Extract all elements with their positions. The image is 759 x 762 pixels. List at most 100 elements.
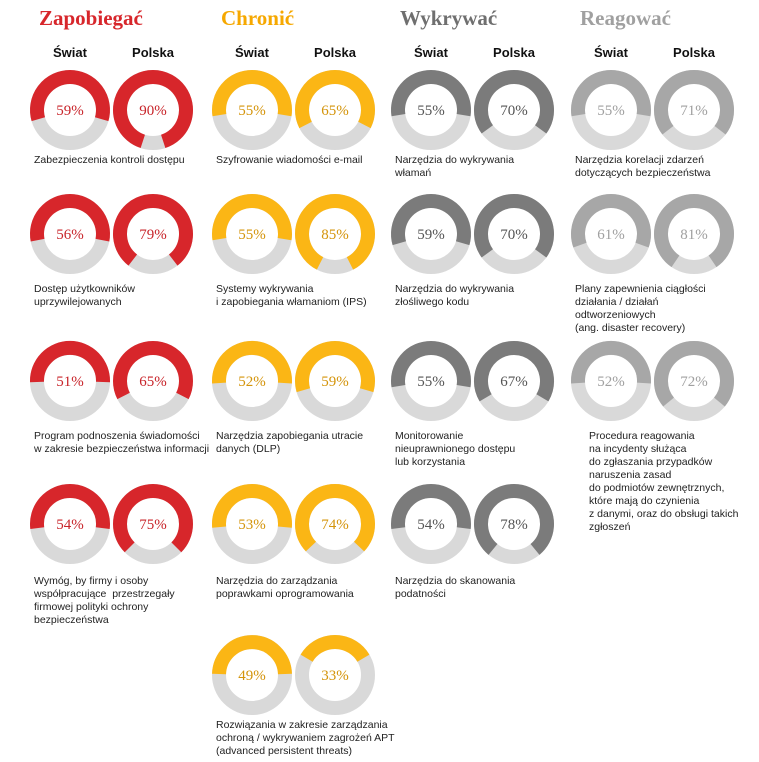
donut-percent-label: 78% xyxy=(500,517,528,533)
donut-value-arc xyxy=(295,484,375,552)
poland-donut: 33% xyxy=(295,635,375,715)
donut-value-arc xyxy=(474,70,554,134)
poland-donut: 70% xyxy=(474,194,554,274)
world-header: Świat xyxy=(53,45,87,60)
donut-percent-label: 55% xyxy=(238,103,266,119)
donut-value-arc xyxy=(391,340,471,388)
donut-value-arc xyxy=(474,341,554,402)
world-donut: 55% xyxy=(212,193,292,274)
world-donut: 55% xyxy=(391,340,471,421)
donut-value-arc xyxy=(654,341,734,407)
world-header: Świat xyxy=(594,45,628,60)
world-header: Świat xyxy=(235,45,269,60)
donut-percent-label: 59% xyxy=(56,103,84,119)
donut-value-arc xyxy=(30,484,110,530)
donut-percent-label: 65% xyxy=(139,374,167,390)
poland-donut: 75% xyxy=(113,484,193,564)
poland-header: Polska xyxy=(132,45,174,60)
world-donut: 55% xyxy=(391,69,471,150)
donut-percent-label: 59% xyxy=(321,374,349,390)
donut-percent-label: 85% xyxy=(321,227,349,243)
donut-percent-label: 65% xyxy=(321,103,349,119)
world-donut: 54% xyxy=(391,484,471,564)
donut-value-arc xyxy=(295,194,375,270)
donut-value-arc xyxy=(391,69,471,117)
donut-value-arc xyxy=(212,193,292,241)
column-title: Reagować xyxy=(580,6,671,30)
donut-percent-label: 52% xyxy=(597,374,625,390)
donut-percent-label: 59% xyxy=(417,227,445,243)
world-header: Świat xyxy=(414,45,448,60)
donut-value-arc xyxy=(300,635,370,663)
donut-value-arc xyxy=(474,484,554,555)
poland-donut: 71% xyxy=(654,70,734,150)
donut-percent-label: 52% xyxy=(238,374,266,390)
donut-percent-label: 81% xyxy=(680,227,708,243)
donut-percent-label: 70% xyxy=(500,103,528,119)
donut-percent-label: 74% xyxy=(321,517,349,533)
metric-description: Narzędzia do zarządzania poprawkami opro… xyxy=(216,575,354,600)
donut-percent-label: 67% xyxy=(500,374,528,390)
donut-value-arc xyxy=(571,341,651,384)
metric-description: Wymóg, by firmy i osoby współpracujące p… xyxy=(34,575,175,626)
donut-value-arc xyxy=(113,194,193,266)
metric-description: Rozwiązania w zakresie zarządzania ochro… xyxy=(216,719,395,757)
donut-value-arc xyxy=(295,70,375,129)
metric-description: Narzędzia korelacji zdarzeń dotyczących … xyxy=(575,154,711,179)
world-donut: 55% xyxy=(212,69,292,150)
donut-value-arc xyxy=(212,69,292,117)
world-donut: 52% xyxy=(212,341,292,421)
donut-percent-label: 33% xyxy=(321,668,349,684)
donut-value-arc xyxy=(474,194,554,258)
column-title: Chronić xyxy=(221,6,295,30)
donut-value-arc xyxy=(295,341,375,393)
donut-value-arc xyxy=(212,635,292,675)
donut-percent-label: 55% xyxy=(417,103,445,119)
donut-value-arc xyxy=(212,484,292,528)
donut-percent-label: 54% xyxy=(56,517,84,533)
world-donut: 55% xyxy=(571,69,651,150)
donut-percent-label: 61% xyxy=(597,227,625,243)
donut-percent-label: 54% xyxy=(417,517,445,533)
world-donut: 53% xyxy=(212,484,292,564)
metric-description: Narzędzia zapobiegania utracie danych (D… xyxy=(216,430,364,455)
donut-value-arc xyxy=(391,194,471,246)
metric-description: Monitorowanie nieuprawnionego dostępu lu… xyxy=(395,430,516,468)
donut-percent-label: 90% xyxy=(139,103,167,119)
donut-percent-label: 72% xyxy=(680,374,708,390)
donut-value-arc xyxy=(571,194,651,248)
donut-value-arc xyxy=(654,194,734,268)
donut-percent-label: 71% xyxy=(680,103,708,119)
poland-donut: 78% xyxy=(474,484,554,564)
donut-value-arc xyxy=(30,70,110,122)
donut-value-arc xyxy=(30,340,110,383)
world-donut: 56% xyxy=(30,194,110,274)
metric-description: Dostęp użytkowników uprzywilejowanych xyxy=(34,283,135,308)
poland-donut: 72% xyxy=(654,341,734,421)
poland-donut: 70% xyxy=(474,70,554,150)
donut-percent-label: 51% xyxy=(56,374,84,390)
donut-value-arc xyxy=(113,484,193,553)
donut-value-arc xyxy=(113,341,193,400)
donut-value-arc xyxy=(391,484,471,530)
poland-donut: 85% xyxy=(295,194,375,274)
poland-donut: 59% xyxy=(295,341,375,421)
metric-description: Szyfrowanie wiadomości e-mail xyxy=(216,154,363,166)
donut-value-arc xyxy=(654,70,734,135)
donut-value-arc xyxy=(30,194,110,242)
world-donut: 54% xyxy=(30,484,110,564)
column-title: Wykrywać xyxy=(400,6,498,30)
world-donut: 49% xyxy=(212,635,292,715)
metric-description: Program podnoszenia świadomości w zakres… xyxy=(34,430,210,455)
metric-description: Narzędzia do wykrywania złośliwego kodu xyxy=(395,283,515,308)
metric-description: Zabezpieczenia kontroli dostępu xyxy=(34,154,185,166)
poland-donut: 81% xyxy=(654,194,734,274)
world-donut: 59% xyxy=(30,70,110,150)
donut-value-arc xyxy=(212,341,292,384)
poland-header: Polska xyxy=(314,45,356,60)
poland-donut: 65% xyxy=(295,70,375,150)
donut-value-arc xyxy=(113,70,193,149)
donut-percent-label: 70% xyxy=(500,227,528,243)
poland-donut: 65% xyxy=(113,341,193,421)
world-donut: 59% xyxy=(391,194,471,274)
